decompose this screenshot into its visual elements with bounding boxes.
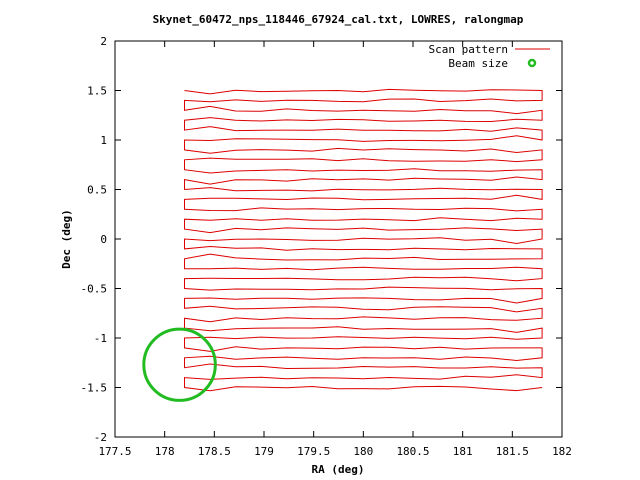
y-tick-label: 2 [100, 35, 107, 48]
chart-marks [142, 88, 543, 402]
x-tick-label: 181.5 [496, 445, 529, 458]
x-tick-label: 181 [453, 445, 473, 458]
y-axis-label: Dec (deg) [60, 209, 73, 269]
x-tick-label: 178.5 [198, 445, 231, 458]
scan-pattern-line [184, 88, 543, 392]
x-tick-label: 180.5 [396, 445, 429, 458]
x-tick-label: 179 [254, 445, 274, 458]
x-tick-label: 179.5 [297, 445, 330, 458]
legend-label-beam: Beam size [448, 57, 508, 70]
y-tick-label: -1.5 [81, 382, 108, 395]
legend-swatch-beam [527, 58, 537, 68]
x-tick-label: 180 [353, 445, 373, 458]
y-tick-label: 1.5 [87, 85, 107, 98]
chart-title: Skynet_60472_nps_118446_67924_cal.txt, L… [153, 13, 524, 26]
y-tick-label: 1 [100, 134, 107, 147]
legend-label-scan: Scan pattern [429, 43, 508, 56]
y-tick-label: -1 [94, 332, 107, 345]
y-tick-label: 0 [100, 233, 107, 246]
x-tick-label: 177.5 [98, 445, 131, 458]
x-axis-label: RA (deg) [312, 463, 365, 476]
y-tick-label: -0.5 [81, 283, 108, 296]
beam-size-circle [142, 327, 217, 402]
x-tick-label: 178 [155, 445, 175, 458]
y-tick-label: -2 [94, 431, 107, 444]
x-tick-label: 182 [552, 445, 572, 458]
y-tick-label: 0.5 [87, 184, 107, 197]
plot-axes: 177.5 178 178.5 179 179.5 180 180.5 181 181.5 182… [81, 35, 572, 458]
